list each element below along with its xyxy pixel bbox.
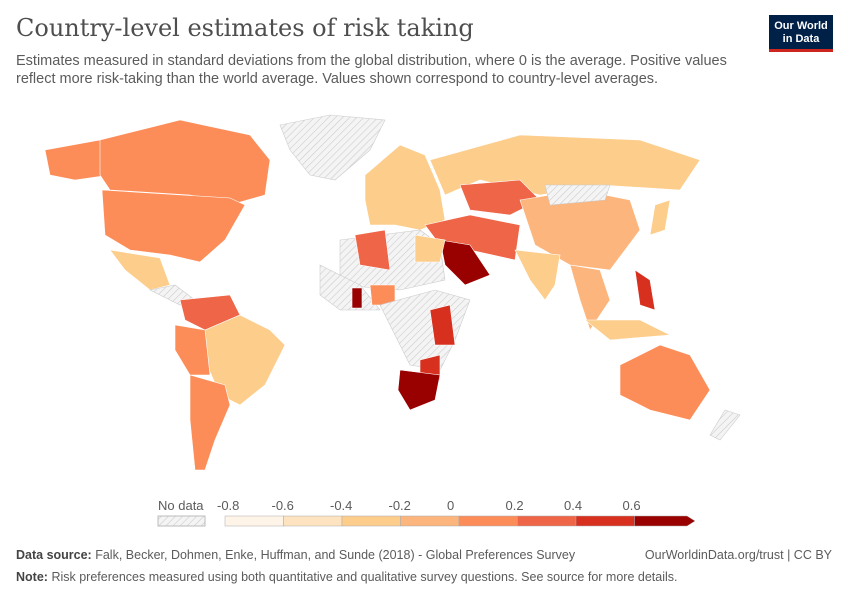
region-japan[interactable] [649,199,671,236]
legend-tick: -0.4 [330,498,353,513]
region-canada[interactable] [99,119,271,206]
region-east-africa[interactable] [429,304,456,346]
data-source: Data source: Falk, Becker, Dohmen, Enke,… [16,548,576,562]
legend-tick: -0.6 [271,498,294,513]
region-chile-argentina[interactable] [189,374,231,471]
legend-tick: 0.4 [564,498,583,513]
license[interactable]: OurWorldinData.org/trust | CC BY [644,548,832,562]
chart-subtitle: Estimates measured in standard deviation… [16,53,727,87]
legend-tick: 0.2 [505,498,524,513]
region-algeria[interactable] [354,229,391,271]
region-new-zealand[interactable] [709,409,741,441]
source-text[interactable]: Falk, Becker, Dohmen, Enke, Huffman, and… [95,548,576,562]
legend-bin-4[interactable] [458,515,518,527]
no-data-swatch [157,515,206,527]
region-australia[interactable] [619,344,711,421]
region-india[interactable] [514,249,561,301]
legend-tick: -0.8 [217,498,240,513]
region-indonesia[interactable] [584,319,672,341]
legend-tick: 0.6 [622,498,641,513]
world-map[interactable] [0,100,850,490]
note-text: Risk preferences measured using both qua… [51,570,678,584]
legend-bin-2[interactable] [341,515,401,527]
region-west-africa[interactable] [319,264,381,311]
region-southeast-asia[interactable] [569,264,611,331]
owid-logo[interactable]: Our World in Data [769,15,833,52]
legend-bin-7[interactable] [634,515,696,527]
region-saudi-arabia[interactable] [439,239,491,286]
legend-bin-3[interactable] [400,515,460,527]
region-mongolia[interactable] [544,184,611,206]
region-usa[interactable] [101,189,246,263]
region-europe[interactable] [364,144,446,231]
note: Note: Risk preferences measured using bo… [16,570,678,584]
legend-bin-1[interactable] [283,515,343,527]
region-southern-africa[interactable] [397,369,441,411]
region-brazil[interactable] [204,314,286,406]
region-central-africa[interactable] [379,289,471,371]
region-ghana[interactable] [351,287,363,309]
legend-bin-0[interactable] [224,515,284,527]
region-peru-bolivia[interactable] [174,324,211,376]
region-alaska[interactable] [44,139,111,181]
legend-bar [157,515,696,527]
legend-bin-5[interactable] [517,515,577,527]
region-philippines[interactable] [634,269,656,311]
legend-tick: 0 [447,498,455,513]
legend-tick: -0.2 [388,498,411,513]
region-greenland[interactable] [279,114,386,181]
legend-bin-6[interactable] [575,515,635,527]
region-mexico[interactable] [109,249,171,291]
region-egypt[interactable] [414,234,446,263]
chart-title: Country-level estimates of risk taking [16,14,474,42]
no-data-label: No data [158,498,204,513]
